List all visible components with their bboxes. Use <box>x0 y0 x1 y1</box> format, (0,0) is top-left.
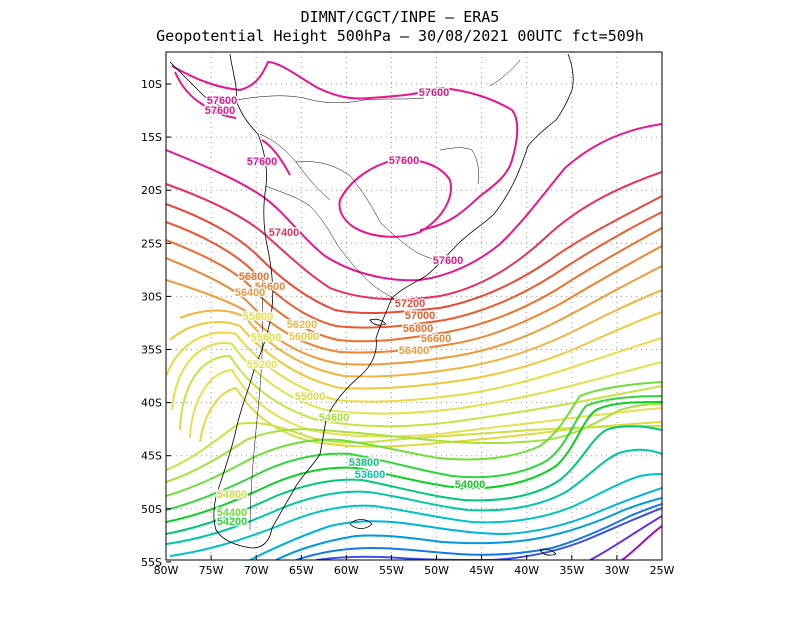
contour-label: 56400 <box>399 345 430 357</box>
latitude-label: 30S <box>141 290 162 303</box>
contour-label: 54800 <box>217 489 248 501</box>
longitude-label: 60W <box>334 564 359 577</box>
contour-label: 57000 <box>405 310 436 322</box>
contour-label: 57200 <box>395 298 426 310</box>
isoline-55200 <box>189 368 662 439</box>
longitude-label: 50W <box>424 564 449 577</box>
contour-label: 57600 <box>389 155 420 167</box>
contour-label: 56800 <box>403 323 434 335</box>
contour-label: 56400 <box>235 287 266 299</box>
isoline-52800 <box>295 503 662 560</box>
isoline-57400 <box>166 171 662 301</box>
latitude-label: 40S <box>141 397 162 410</box>
coastline <box>169 53 574 556</box>
longitude-label: 70W <box>244 564 269 577</box>
map-title-source: DIMNT/CGCT/INPE – ERA5 <box>300 8 500 26</box>
isoline-55400 <box>179 354 662 431</box>
isoline-57600-inner <box>338 158 452 238</box>
longitude-axis: 80W 75W 70W 65W 60W 55W 50W 45W 40W 35W 30W 25W <box>154 564 675 577</box>
isoline-56800 <box>166 227 662 343</box>
isoline-54800 <box>166 421 662 471</box>
longitude-label: 75W <box>199 564 224 577</box>
isoline-52400 <box>589 515 662 560</box>
longitude-label: 25W <box>650 564 675 577</box>
contour-label: 57600 <box>433 255 464 267</box>
isoline-57200 <box>166 195 662 315</box>
latitude-label: 25S <box>141 237 162 250</box>
isoline-54000 <box>166 401 662 523</box>
longitude-label: 55W <box>379 564 404 577</box>
isoline-56200 <box>179 289 662 378</box>
latitude-label: 35S <box>141 344 162 357</box>
longitude-label: 30W <box>604 564 629 577</box>
longitude-label: 35W <box>559 564 584 577</box>
contour-label: 56800 <box>239 271 270 283</box>
contour-label: 56600 <box>421 333 452 345</box>
contour-label: 57400 <box>269 227 300 239</box>
isoline-54600 <box>166 403 662 483</box>
latitude-label: 15S <box>141 131 162 144</box>
contour-label: 56600 <box>255 281 286 293</box>
contour-labels: 5760057600576005760057600576005740057200… <box>203 86 486 530</box>
contour-label: 54600 <box>319 412 350 424</box>
latitude-label: 45S <box>141 450 162 463</box>
latitude-label: 10S <box>141 78 162 91</box>
country-borders <box>235 59 521 531</box>
latitude-axis: 10S 15S 20S 25S 30S 35S 40S 45S 50S 55S <box>141 78 162 569</box>
longitude-label: 45W <box>469 564 494 577</box>
longitude-label: 65W <box>289 564 314 577</box>
isoline-53800 <box>166 425 662 535</box>
isoline-53600 <box>166 448 662 545</box>
contour-label: 57600 <box>419 87 450 99</box>
axis-ticks <box>165 83 663 563</box>
contour-label: 55800 <box>243 311 274 323</box>
isoline-52600 <box>315 507 662 560</box>
latitude-label: 50S <box>141 503 162 516</box>
isoline-57600-south <box>166 123 662 282</box>
isoline-54400 <box>166 381 662 497</box>
contour-label: 55200 <box>247 359 278 371</box>
contour-label: 57600 <box>205 105 236 117</box>
contour-label: 54200 <box>217 516 248 528</box>
longitude-label: 40W <box>514 564 539 577</box>
contour-label: 56200 <box>287 319 318 331</box>
contour-label: 54000 <box>455 479 486 491</box>
isoline-57600-north <box>171 60 519 231</box>
contour-label: 56000 <box>289 331 320 343</box>
isolines <box>166 60 662 560</box>
contour-label: 53800 <box>349 457 380 469</box>
isoline-54200 <box>166 395 662 511</box>
isoline-53400 <box>169 473 662 557</box>
isoline-53000 <box>275 497 662 560</box>
map-frame <box>165 51 663 561</box>
isoline-53200 <box>249 487 662 560</box>
contour-label: 53600 <box>355 469 386 481</box>
isoline-56600 <box>166 245 662 354</box>
isoline-57000 <box>166 211 662 329</box>
longitude-label: 80W <box>154 564 179 577</box>
isoline-55800 <box>166 331 662 403</box>
isoline-56400 <box>166 265 662 366</box>
contour-label: 57600 <box>207 95 238 107</box>
latitude-label: 20S <box>141 184 162 197</box>
isoline-57600-pocket <box>261 139 291 176</box>
contour-label: 57600 <box>247 156 278 168</box>
latitude-label: 55S <box>141 556 162 569</box>
contour-label: 55600 <box>251 332 282 344</box>
isoline-55600 <box>171 342 662 415</box>
contour-label: 55000 <box>295 391 326 403</box>
isoline-52200 <box>621 525 662 560</box>
map-title-field: Geopotential Height 500hPa – 30/08/2021 … <box>156 27 644 45</box>
isoline-56000 <box>169 311 662 390</box>
contour-label: 54400 <box>217 507 248 519</box>
isoline-57600-peru <box>174 71 237 119</box>
